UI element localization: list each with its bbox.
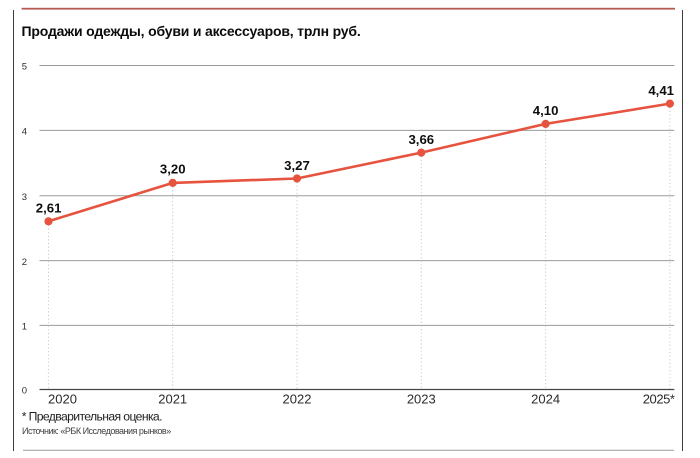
svg-text:2020: 2020 [48,392,77,407]
svg-text:2,61: 2,61 [36,201,62,216]
svg-text:3,27: 3,27 [284,158,310,173]
svg-text:2023: 2023 [407,392,436,407]
svg-text:Продажи одежды, обуви и аксесс: Продажи одежды, обуви и аксессуаров, трл… [22,23,361,39]
svg-text:1: 1 [22,322,27,333]
svg-text:* Предварительная оценка.: * Предварительная оценка. [22,410,162,424]
svg-text:2025*: 2025* [643,392,675,407]
svg-text:5: 5 [22,62,27,73]
svg-text:0: 0 [22,386,27,397]
svg-text:2: 2 [22,257,27,268]
svg-text:Источник: «РБК Исследования ры: Источник: «РБК Исследования рынков» [22,426,171,436]
svg-text:4,10: 4,10 [533,103,559,118]
svg-text:2024: 2024 [531,392,560,407]
svg-text:3,66: 3,66 [408,132,434,147]
svg-text:2022: 2022 [283,392,312,407]
svg-text:2021: 2021 [158,392,187,407]
svg-text:3,20: 3,20 [160,162,186,177]
svg-text:4: 4 [22,127,27,138]
svg-text:4,41: 4,41 [648,83,674,98]
svg-text:3: 3 [22,192,27,203]
